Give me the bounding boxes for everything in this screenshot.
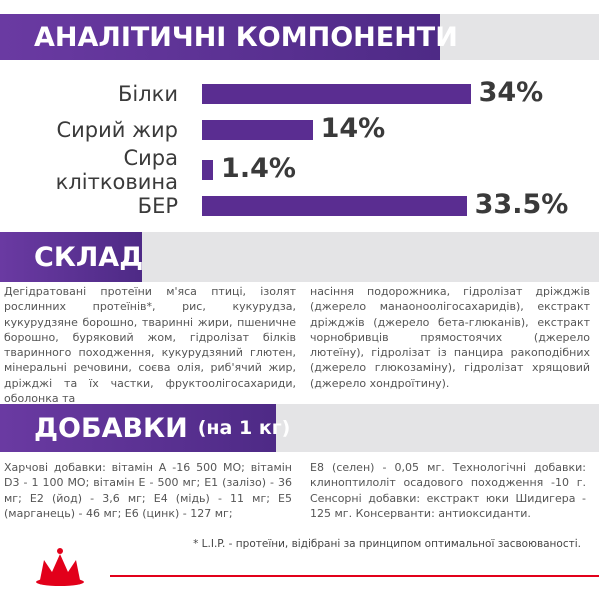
banner-fill bbox=[0, 232, 142, 282]
value-label: 1.4% bbox=[221, 153, 296, 184]
composition-text: насіння подорожника, гідролізат дріжджів… bbox=[310, 285, 590, 390]
logo bbox=[36, 548, 599, 586]
category-label: БЕР bbox=[137, 194, 178, 218]
category-label: Білки bbox=[118, 82, 178, 106]
category-label: Сирий жир bbox=[56, 118, 178, 142]
bar bbox=[202, 196, 467, 216]
bar bbox=[202, 84, 471, 104]
additives-title: ДОБАВКИ (на 1 кг) bbox=[34, 404, 290, 452]
additives-text: Е8 (селен) - 0,05 мг. Технологічні добав… bbox=[310, 461, 586, 520]
bar bbox=[202, 120, 313, 140]
banner-fill bbox=[0, 14, 440, 60]
additives-text: Харчові добавки: вітамін А -16 500 МО; в… bbox=[4, 461, 292, 520]
additives-banner: ДОБАВКИ (на 1 кг) bbox=[0, 404, 599, 452]
composition-text: Дегідратовані протеїни м'яса птиці, ізол… bbox=[4, 285, 296, 406]
value-label: 14% bbox=[320, 113, 386, 144]
banner-fill bbox=[0, 404, 276, 452]
chart-title: АНАЛІТИЧНІ КОМПОНЕНТИ bbox=[34, 21, 458, 53]
footnote: * L.I.P. - протеїни, відібрані за принци… bbox=[193, 538, 581, 550]
bar bbox=[202, 160, 214, 180]
value-label: 33.5% bbox=[474, 189, 569, 220]
category-label: Сира клітковина bbox=[55, 146, 178, 194]
crown-top bbox=[57, 548, 63, 554]
composition-title: СКЛАД bbox=[34, 241, 144, 273]
value-label: 34% bbox=[478, 77, 544, 108]
composition-banner: СКЛАД bbox=[0, 232, 599, 282]
additives-subtitle: (на 1 кг) bbox=[197, 417, 291, 439]
additives-title-text: ДОБАВКИ bbox=[34, 412, 188, 444]
header-banner: АНАЛІТИЧНІ КОМПОНЕНТИ bbox=[0, 14, 599, 60]
crown-base bbox=[36, 578, 84, 586]
crown bbox=[40, 554, 80, 580]
